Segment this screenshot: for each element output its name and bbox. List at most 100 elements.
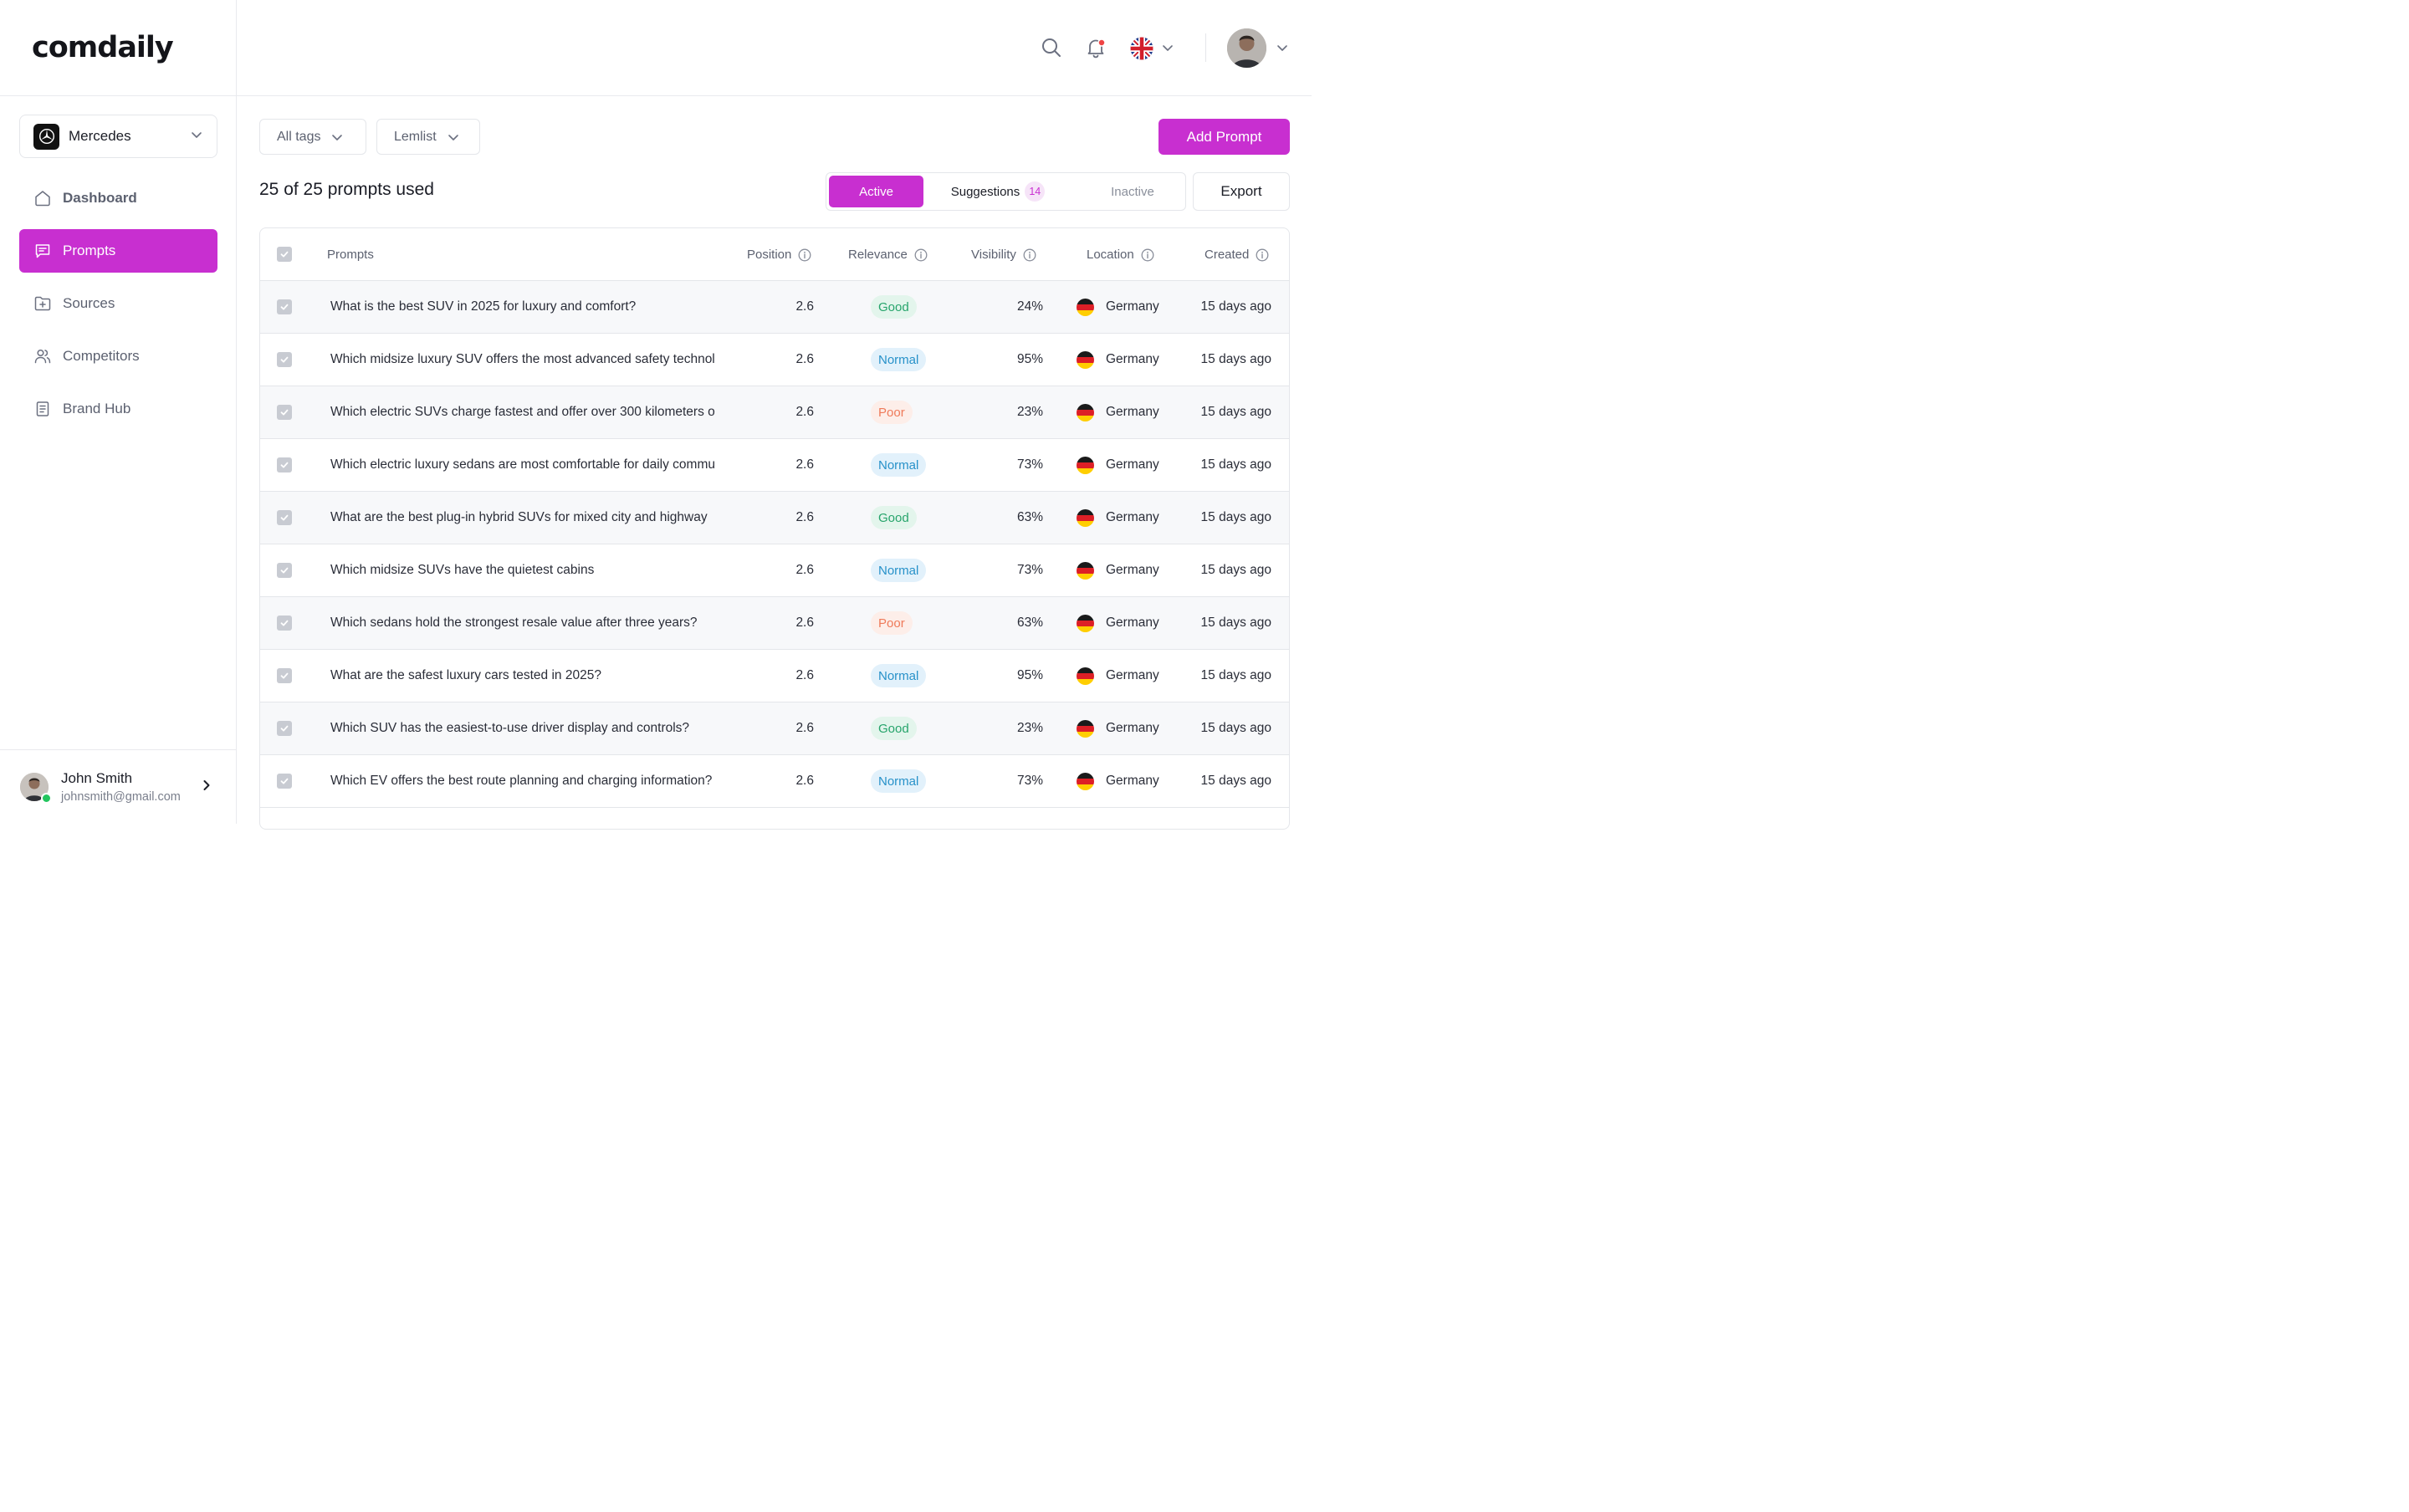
row-checkbox[interactable]	[277, 352, 292, 367]
row-checkbox[interactable]	[277, 563, 292, 578]
tab-suggestions-label: Suggestions	[950, 184, 1020, 199]
table-row[interactable]: Which midsize luxury SUV offers the most…	[260, 334, 1289, 386]
relevance-badge: Good	[871, 506, 917, 529]
location-value: Germany	[1106, 721, 1159, 735]
relevance-badge: Normal	[871, 348, 927, 371]
relevance-badge: Normal	[871, 453, 927, 477]
add-prompt-button[interactable]: Add Prompt	[1158, 119, 1290, 155]
column-label: Relevance	[848, 248, 908, 262]
chat-icon	[33, 241, 53, 261]
column-label: Visibility	[971, 248, 1016, 262]
sidebar-item-dashboard[interactable]: Dashboard	[19, 176, 217, 220]
table-header: Prompts Position Relevance Visibility Lo…	[260, 228, 1289, 281]
info-icon[interactable]	[1023, 248, 1036, 262]
info-icon[interactable]	[914, 248, 928, 262]
bell-icon[interactable]	[1085, 37, 1107, 59]
location-cell: Germany	[1077, 702, 1159, 754]
app-logo[interactable]: comdaily	[32, 31, 174, 64]
prompt-text[interactable]: Which SUV has the easiest-to-use driver …	[330, 721, 690, 735]
avatar[interactable]	[1227, 28, 1266, 68]
location-value: Germany	[1106, 616, 1159, 630]
created-value: 15 days ago	[1200, 352, 1271, 366]
visibility-value: 23%	[1016, 721, 1043, 735]
prompt-text[interactable]: Which electric SUVs charge fastest and o…	[330, 405, 715, 419]
info-icon[interactable]	[1141, 248, 1154, 262]
relevance-cell: Good	[871, 281, 917, 333]
relevance-cell: Normal	[871, 755, 927, 807]
uk-flag-icon[interactable]	[1128, 35, 1154, 61]
table-row[interactable]: Which EV offers the best route planning …	[260, 755, 1289, 808]
column-header-visibility[interactable]: Visibility	[971, 228, 1036, 281]
row-checkbox[interactable]	[277, 457, 292, 472]
prompt-text[interactable]: What are the safest luxury cars tested i…	[330, 668, 601, 682]
tab-suggestions[interactable]: Suggestions 14	[935, 176, 1061, 207]
row-checkbox[interactable]	[277, 405, 292, 420]
user-name: John Smith	[61, 770, 133, 786]
sidebar-item-prompts[interactable]: Prompts	[19, 229, 217, 273]
sidebar-item-brand-hub[interactable]: Brand Hub	[19, 387, 217, 431]
row-checkbox[interactable]	[277, 721, 292, 736]
row-checkbox[interactable]	[277, 668, 292, 683]
prompt-text[interactable]: Which electric luxury sedans are most co…	[330, 457, 715, 472]
column-header-location[interactable]: Location	[1087, 228, 1154, 281]
chevron-down-icon[interactable]	[1271, 37, 1293, 59]
visibility-value: 95%	[1016, 352, 1043, 366]
location-value: Germany	[1106, 510, 1159, 524]
table-row[interactable]: Which SUV has the easiest-to-use driver …	[260, 702, 1289, 755]
location-cell: Germany	[1077, 439, 1159, 491]
table-row[interactable]: Which electric luxury sedans are most co…	[260, 439, 1289, 492]
sidebar-item-label: Brand Hub	[63, 401, 131, 416]
table-row[interactable]: Which sedans hold the strongest resale v…	[260, 597, 1289, 650]
row-checkbox[interactable]	[277, 510, 292, 525]
campaign-filter-dropdown[interactable]: Lemlist	[376, 119, 480, 155]
tab-inactive[interactable]: Inactive	[1111, 184, 1154, 199]
table-row[interactable]: What are the best plug-in hybrid SUVs fo…	[260, 492, 1289, 544]
column-header-created[interactable]: Created	[1204, 228, 1269, 281]
export-button[interactable]: Export	[1193, 172, 1290, 211]
select-all-checkbox[interactable]	[277, 247, 292, 262]
tags-filter-dropdown[interactable]: All tags	[259, 119, 366, 155]
table-row[interactable]: Which electric SUVs charge fastest and o…	[260, 386, 1289, 439]
column-header-relevance[interactable]: Relevance	[848, 228, 928, 281]
table-row[interactable]: Which midsize SUVs have the quietest cab…	[260, 544, 1289, 597]
user-email: johnsmith@gmail.com	[61, 790, 181, 804]
mercedes-star-icon	[33, 123, 59, 150]
prompt-text[interactable]: Which midsize SUVs have the quietest cab…	[330, 563, 595, 577]
prompt-text[interactable]: Which midsize luxury SUV offers the most…	[330, 352, 715, 366]
sidebar-item-sources[interactable]: Sources	[19, 282, 217, 325]
online-status-dot	[41, 793, 52, 804]
table-row[interactable]: What is the best SUV in 2025 for luxury …	[260, 281, 1289, 334]
location-cell: Germany	[1077, 544, 1159, 596]
prompt-text[interactable]: Which sedans hold the strongest resale v…	[330, 616, 698, 630]
row-checkbox[interactable]	[277, 774, 292, 789]
chevron-down-icon[interactable]	[1157, 37, 1179, 59]
tab-active[interactable]: Active	[829, 176, 923, 207]
prompt-text[interactable]: Which EV offers the best route planning …	[330, 774, 713, 788]
brand-select[interactable]: Mercedes	[19, 115, 217, 158]
created-value: 15 days ago	[1200, 457, 1271, 472]
chevron-right-icon	[202, 779, 212, 795]
info-icon[interactable]	[798, 248, 811, 262]
prompt-text[interactable]: What is the best SUV in 2025 for luxury …	[330, 299, 637, 314]
row-checkbox[interactable]	[277, 299, 292, 314]
sidebar: comdaily Mercedes Dashboard Prompts	[0, 0, 237, 824]
chevron-down-icon	[190, 128, 203, 146]
relevance-badge: Normal	[871, 769, 927, 793]
visibility-value: 95%	[1016, 668, 1043, 682]
sidebar-item-competitors[interactable]: Competitors	[19, 335, 217, 378]
germany-flag-icon	[1077, 508, 1094, 527]
position-value: 2.6	[795, 352, 814, 366]
table-row[interactable]: What are the safest luxury cars tested i…	[260, 650, 1289, 702]
prompt-text[interactable]: What are the best plug-in hybrid SUVs fo…	[330, 510, 708, 524]
tags-filter-label: All tags	[277, 129, 321, 144]
topbar-divider	[1205, 33, 1206, 62]
search-icon[interactable]	[1041, 37, 1062, 59]
info-icon[interactable]	[1256, 248, 1269, 262]
row-checkbox[interactable]	[277, 616, 292, 631]
user-profile-card[interactable]: John Smith johnsmith@gmail.com	[0, 749, 237, 824]
column-header-position[interactable]: Position	[747, 228, 811, 281]
position-value: 2.6	[795, 510, 814, 524]
avatar	[20, 773, 52, 804]
sidebar-item-label: Sources	[63, 295, 115, 311]
column-header-prompts[interactable]: Prompts	[327, 228, 374, 281]
